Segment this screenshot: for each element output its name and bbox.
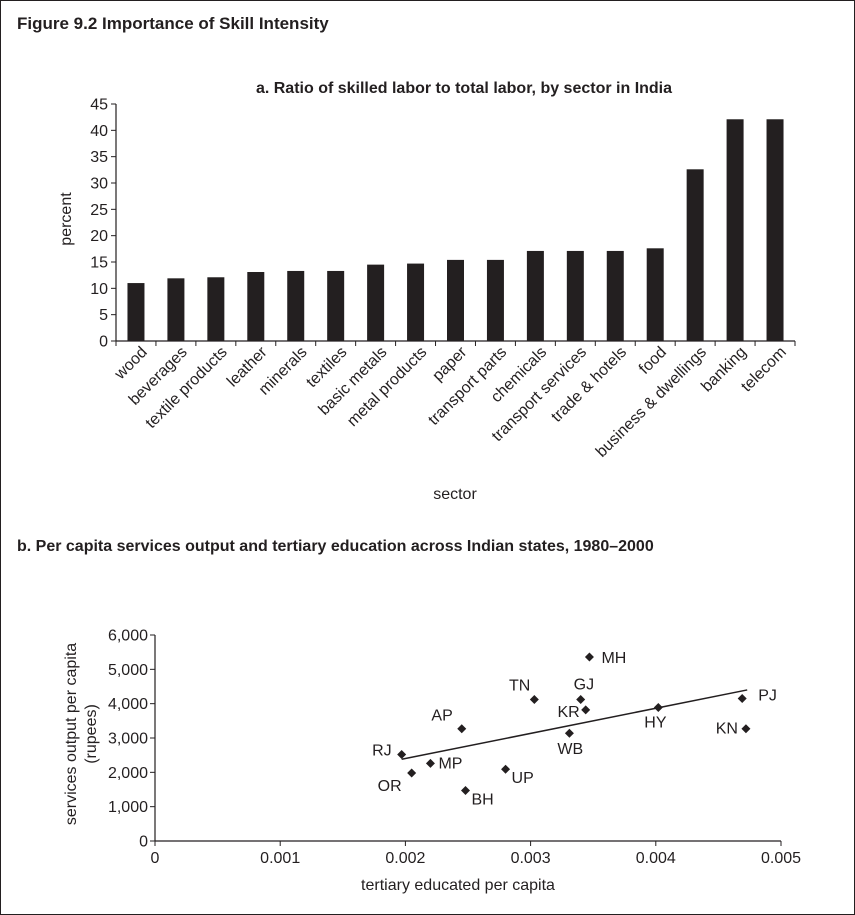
trend-line (401, 689, 748, 761)
bar-chart-y-tick-label: 25 (90, 202, 108, 219)
scatter-point (460, 786, 470, 796)
scatter-point-label: HY (644, 714, 667, 731)
scatter-point-label: OR (378, 778, 402, 795)
scatter-point-label: AP (431, 708, 452, 725)
bar (207, 277, 225, 341)
scatter-point (397, 749, 407, 759)
scatter-chart-y-tick-label: 3,000 (108, 731, 148, 748)
scatter-point-label: UP (512, 770, 534, 787)
bar (287, 270, 305, 341)
bar-chart-y-tick-label: 15 (90, 255, 108, 272)
scatter-point-label: PJ (758, 688, 777, 705)
scatter-point (741, 724, 751, 734)
scatter-point (737, 694, 747, 704)
bar (606, 250, 624, 341)
scatter-chart-y-axis-label: services output per capita (63, 643, 80, 825)
bar (526, 250, 544, 341)
figure-title: Figure 9.2 Importance of Skill Intensity (17, 14, 329, 33)
scatter-chart-y-tick-label: 1,000 (108, 799, 148, 816)
scatter-chart-x-tick-label: 0 (151, 850, 160, 867)
bar-chart-y-tick-label: 0 (99, 334, 108, 351)
bar (367, 264, 385, 341)
scatter-point (501, 764, 511, 774)
scatter-chart-title: b. Per capita services output and tertia… (17, 538, 654, 555)
scatter-point-label: BH (471, 792, 493, 809)
bar (486, 259, 504, 341)
scatter-chart-y-tick-label: 0 (139, 834, 148, 851)
scatter-point (425, 758, 435, 768)
scatter-point (407, 768, 417, 778)
scatter-chart-x-tick-label: 0.005 (761, 850, 801, 867)
bar (726, 119, 744, 341)
bar (327, 270, 345, 341)
scatter-point (529, 695, 539, 705)
scatter-point-label: RJ (372, 742, 392, 759)
scatter-chart-y-tick-label: 4,000 (108, 696, 148, 713)
bar-chart-title: a. Ratio of skilled labor to total labor… (256, 80, 672, 97)
scatter-chart-y-axis-unit: (rupees) (83, 704, 100, 764)
bar (247, 272, 265, 341)
bar (167, 278, 185, 341)
scatter-chart-x-tick-label: 0.002 (385, 850, 425, 867)
scatter-chart-x-tick-label: 0.003 (511, 850, 551, 867)
bar (447, 259, 464, 341)
scatter-chart-y-tick-label: 5,000 (108, 662, 148, 679)
scatter-point (584, 652, 594, 662)
bar (407, 263, 425, 341)
bar (127, 283, 145, 341)
bar (566, 250, 584, 341)
bar (646, 248, 664, 341)
bar-chart-y-tick-label: 40 (90, 123, 108, 140)
bar (686, 169, 704, 341)
bar-chart-y-tick-label: 45 (90, 97, 108, 114)
scatter-point (564, 728, 574, 738)
scatter-chart-x-axis-label: tertiary educated per capita (361, 877, 555, 894)
bar-chart-x-axis-label: sector (433, 486, 477, 503)
scatter-point-label: WB (557, 741, 583, 758)
scatter-chart-x-tick-label: 0.001 (260, 850, 300, 867)
scatter-point (576, 695, 586, 705)
scatter-chart-y-tick-label: 2,000 (108, 765, 148, 782)
bar-chart-y-tick-label: 20 (90, 228, 108, 245)
scatter-point-label: KR (557, 704, 579, 721)
bar-chart-y-tick-label: 10 (90, 281, 108, 298)
scatter-chart: b. Per capita services output and tertia… (17, 538, 801, 894)
scatter-chart-y-tick-label: 6,000 (108, 628, 148, 645)
bar-chart: a. Ratio of skilled labor to total labor… (58, 80, 796, 503)
scatter-point-label: TN (509, 678, 530, 695)
bar-chart-y-tick-label: 5 (99, 307, 108, 324)
scatter-point (457, 724, 467, 734)
scatter-chart-x-tick-label: 0.004 (636, 850, 676, 867)
bar-chart-y-axis-label: percent (58, 192, 75, 246)
scatter-point-label: GJ (574, 677, 594, 694)
scatter-point-label: MP (438, 755, 462, 772)
bar-chart-y-tick-label: 30 (90, 176, 108, 193)
scatter-point (653, 702, 663, 712)
scatter-point (581, 705, 591, 715)
scatter-point-label: KN (716, 721, 738, 738)
bar-chart-y-tick-label: 35 (90, 149, 108, 166)
bar (766, 119, 784, 341)
scatter-point-label: MH (601, 650, 626, 667)
bar-chart-category-label: telecom (738, 344, 790, 396)
bar-chart-category-label: food (636, 344, 670, 378)
